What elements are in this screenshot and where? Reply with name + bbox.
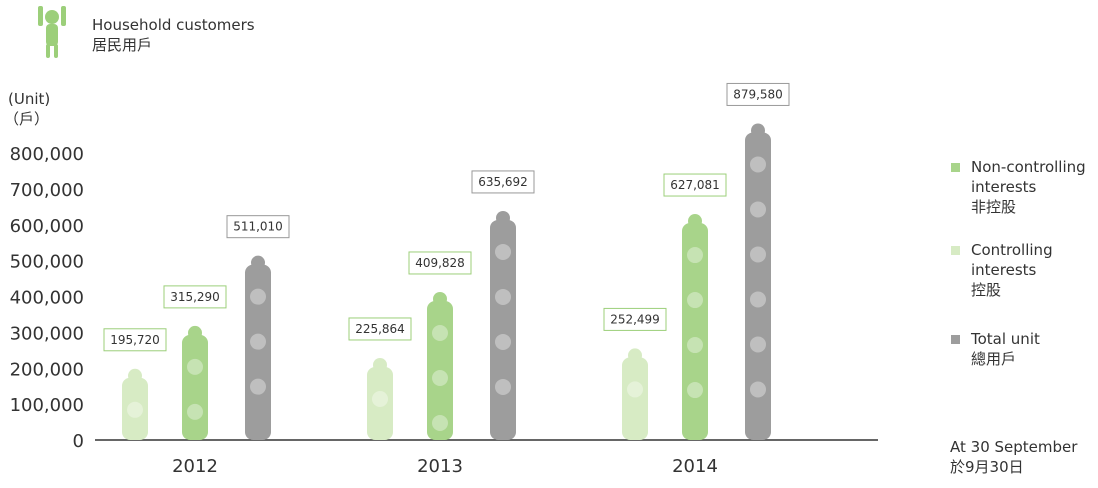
value-label: 195,720	[110, 333, 160, 347]
value-label-box	[663, 173, 727, 197]
figure-column	[682, 223, 708, 440]
x-tick-label: 2013	[417, 456, 463, 477]
y-tick-label: 200,000	[10, 359, 84, 380]
legend-label-zh: 控股	[971, 281, 1001, 299]
figure-joint	[750, 336, 766, 353]
figure-joint	[750, 156, 766, 173]
figure-joint	[250, 378, 266, 395]
figure-column	[367, 366, 393, 440]
figure-column	[245, 264, 271, 440]
figure-head	[128, 368, 142, 383]
value-label-box	[408, 251, 472, 275]
legend-label: Controlling interests	[971, 241, 1053, 279]
figure-joint	[495, 243, 511, 260]
y-label-zh: （戶）	[4, 110, 49, 128]
legend-label-zh: 總用戶	[971, 350, 1016, 368]
value-label: 511,010	[233, 220, 283, 234]
figure-column	[622, 357, 648, 440]
legend-swatch	[951, 246, 960, 255]
figure-head	[433, 291, 447, 306]
value-label: 879,580	[733, 87, 783, 101]
y-tick-label: 400,000	[10, 288, 84, 309]
value-label-box	[226, 215, 290, 239]
y-tick-label: 0	[73, 431, 84, 452]
value-label: 315,290	[170, 290, 220, 304]
y-label: (Unit)	[8, 90, 50, 108]
x-tick-label: 2012	[172, 456, 218, 477]
figure-joint	[687, 337, 703, 354]
value-label-box	[471, 170, 535, 194]
figure-column	[122, 377, 148, 440]
figure-joint	[495, 378, 511, 395]
legend-label: Total unit	[970, 330, 1040, 348]
value-label: 252,499	[610, 312, 660, 326]
note-zh: 於9月30日	[950, 458, 1024, 476]
y-tick-label: 300,000	[10, 323, 84, 344]
value-label: 409,828	[415, 256, 465, 270]
figure-joint	[750, 246, 766, 263]
figure-joint	[627, 381, 643, 398]
y-tick-label: 600,000	[10, 216, 84, 237]
figure-column	[745, 132, 771, 440]
header-title-zh: 居民用戶	[92, 36, 152, 54]
x-tick-label: 2014	[672, 456, 718, 477]
figure-joint	[187, 403, 203, 420]
header-icon	[38, 6, 66, 58]
figure-joint	[687, 382, 703, 399]
legend-swatch	[951, 335, 960, 344]
figure-joint	[495, 288, 511, 305]
legend-swatch	[951, 163, 960, 172]
legend-label-zh: 非控股	[971, 198, 1016, 216]
figure-head	[628, 348, 642, 363]
note: At 30 September	[950, 438, 1078, 456]
value-label-box	[103, 328, 167, 352]
figure-joint	[432, 369, 448, 386]
value-label-box	[348, 317, 412, 341]
value-label: 225,864	[355, 322, 405, 336]
value-label-box	[726, 82, 790, 106]
value-label: 627,081	[670, 178, 720, 192]
figure-joint	[687, 292, 703, 309]
figure-joint	[750, 291, 766, 308]
figure-head	[251, 255, 265, 270]
figure-head	[688, 214, 702, 229]
figure-head	[496, 210, 510, 225]
y-tick-label: 700,000	[10, 180, 84, 201]
figure-joint	[372, 390, 388, 407]
figure-joint	[432, 414, 448, 431]
value-label-box	[603, 307, 667, 331]
figure-joint	[750, 381, 766, 398]
figure-joint	[250, 333, 266, 350]
y-tick-label: 100,000	[10, 395, 84, 416]
figure-joint	[432, 324, 448, 341]
figure-joint	[127, 401, 143, 418]
value-label: 635,692	[478, 175, 528, 189]
figure-joint	[250, 288, 266, 305]
figure-head	[373, 357, 387, 372]
y-tick-label: 800,000	[10, 144, 84, 165]
figure-joint	[687, 247, 703, 264]
figure-column	[182, 334, 208, 440]
figure-head	[188, 325, 202, 340]
figure-head	[751, 123, 765, 138]
y-tick-label: 500,000	[10, 252, 84, 273]
figure-joint	[187, 358, 203, 375]
figure-joint	[750, 201, 766, 218]
figure-column	[427, 300, 453, 440]
figure-column	[490, 219, 516, 440]
legend-label: Non-controlling interests	[971, 158, 1086, 196]
value-label-box	[163, 285, 227, 309]
figure-joint	[495, 333, 511, 350]
header-title: Household customers	[92, 16, 255, 34]
